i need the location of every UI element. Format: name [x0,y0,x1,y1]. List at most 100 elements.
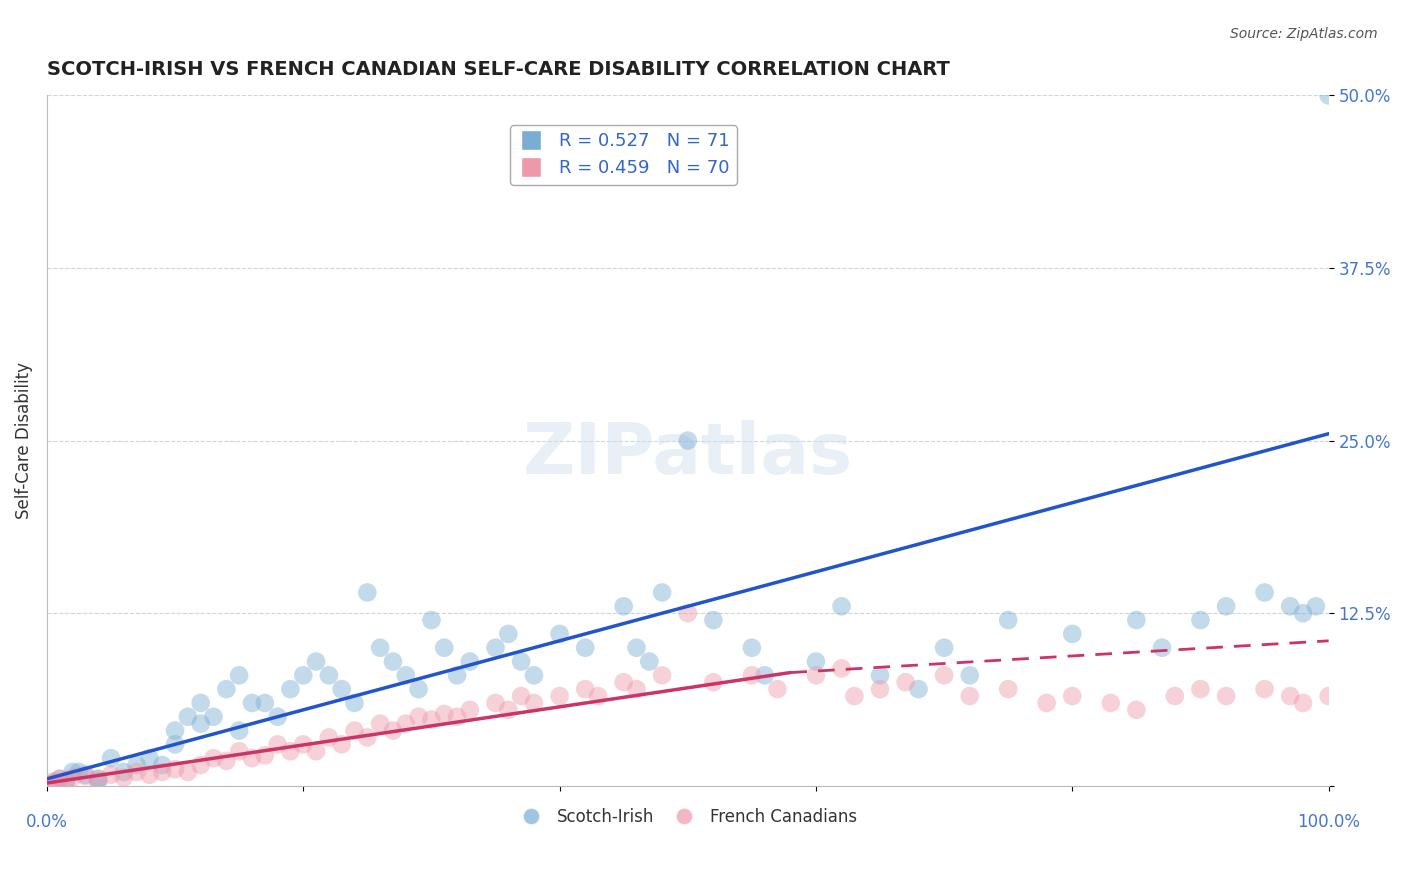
Point [305,655,328,669]
Point [1292,606,1315,620]
Point [638,655,661,669]
Point [280,744,302,758]
Point [831,599,853,614]
Point [613,599,636,614]
Point [55,773,77,788]
Point [330,737,353,751]
Point [626,640,648,655]
Point [381,723,404,738]
Point [997,613,1019,627]
Point [253,748,276,763]
Point [831,661,853,675]
Point [997,682,1019,697]
Point [165,762,187,776]
Point [305,744,328,758]
Point [844,689,866,703]
Point [202,751,225,765]
Point [125,758,148,772]
Point [42,774,65,789]
Point [741,668,763,682]
Point [1062,627,1084,641]
Point [613,675,636,690]
Point [318,731,340,745]
Point [1279,599,1302,614]
Point [498,703,520,717]
Point [959,668,981,682]
Point [702,613,724,627]
Point [138,751,160,765]
Point [343,723,366,738]
Point [804,668,827,682]
Point [318,668,340,682]
Point [330,682,353,697]
Point [420,613,443,627]
Point [458,655,481,669]
Point [651,668,673,682]
Point [202,710,225,724]
Point [408,682,430,697]
Point [190,716,212,731]
Point [1317,689,1340,703]
Point [932,668,955,682]
Point [484,640,506,655]
Point [510,655,533,669]
Point [458,703,481,717]
Point [177,764,200,779]
Point [959,689,981,703]
Point [676,606,699,620]
Point [446,668,468,682]
Point [1062,689,1084,703]
Point [510,689,533,703]
Point [190,758,212,772]
Point [1125,703,1147,717]
Point [75,769,97,783]
Point [87,774,110,789]
Point [574,682,596,697]
Point [433,706,456,721]
Point [804,655,827,669]
Point [548,689,571,703]
Point [869,668,891,682]
Point [1125,613,1147,627]
Point [177,710,200,724]
Point [766,682,789,697]
Point [754,668,776,682]
Point [228,744,250,758]
Point [100,751,122,765]
Point [165,723,187,738]
Point [42,776,65,790]
Point [215,682,238,697]
Point [42,776,65,790]
Y-axis label: Self-Care Disability: Self-Care Disability [15,362,32,519]
Point [228,723,250,738]
Point [62,771,84,785]
Point [368,640,391,655]
Point [55,774,77,789]
Point [1292,696,1315,710]
Point [1189,682,1212,697]
Point [228,668,250,682]
Point [1150,640,1173,655]
Point [67,764,90,779]
Point [381,655,404,669]
Point [356,731,378,745]
Point [253,696,276,710]
Point [62,764,84,779]
Point [395,668,418,682]
Point [48,772,70,786]
Point [190,696,212,710]
Point [75,768,97,782]
Point [112,764,135,779]
Text: Source: ZipAtlas.com: Source: ZipAtlas.com [1230,27,1378,41]
Point [702,675,724,690]
Point [1215,689,1237,703]
Point [586,689,609,703]
Text: 0.0%: 0.0% [25,814,67,831]
Point [266,710,288,724]
Point [1215,599,1237,614]
Point [651,585,673,599]
Point [932,640,955,655]
Point [1253,585,1275,599]
Point [420,713,443,727]
Point [112,771,135,785]
